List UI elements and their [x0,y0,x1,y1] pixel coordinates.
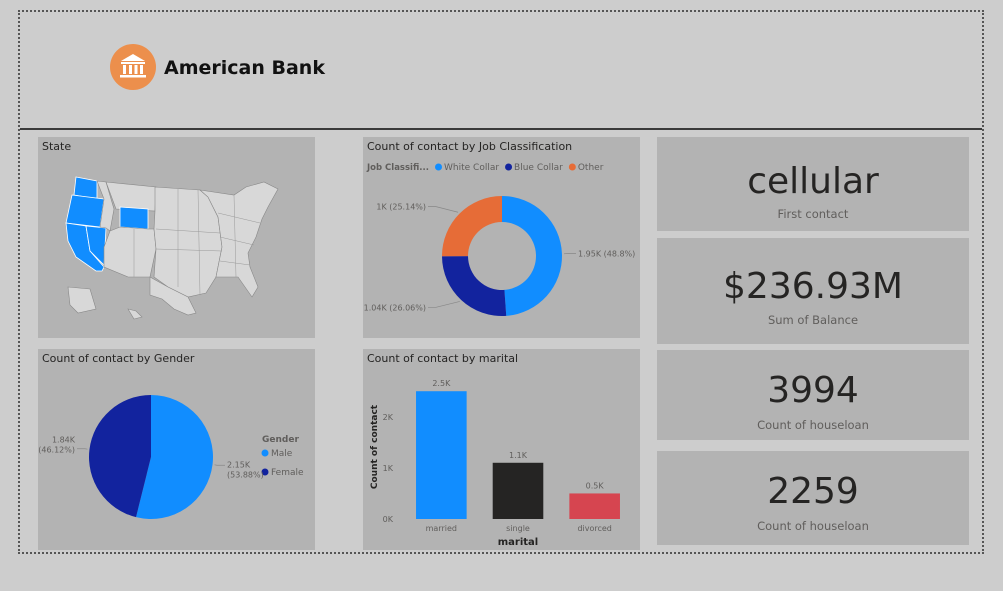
bar-married[interactable] [416,391,467,519]
bar-data-label: 0.5K [586,481,605,490]
pie-data-label: (53.88%) [227,470,264,479]
kpi-card-houseloan-2[interactable]: 2259 Count of houseloan [657,451,969,545]
us-map[interactable] [38,137,315,338]
map-state-hawaii [127,308,143,320]
pie-data-label: 2.15K [227,460,251,469]
y-tick-label: 1K [383,464,394,473]
bar-data-label: 1.1K [509,451,528,460]
y-tick-label: 2K [383,413,394,422]
pie-legend-title: Gender [262,435,299,445]
x-tick-label: married [426,524,457,533]
bank-icon [110,44,156,90]
legend-item-female[interactable]: Female [271,468,304,478]
kpi-value: 3994 [767,370,859,411]
kpi-value: 2259 [767,471,859,512]
bar-chart[interactable]: Count of contact marital 0K 1K 2K 2.5K marr… [363,349,640,550]
header-divider [20,128,982,130]
legend-item-other[interactable]: Other [578,163,604,173]
map-state-alaska [67,286,97,314]
kpi-label: Sum of Balance [767,313,859,327]
map-panel[interactable]: State [38,137,315,338]
map-state-wyoming [119,206,149,230]
legend-marker [435,163,442,171]
legend-item-white-collar[interactable]: White Collar [444,163,499,173]
kpi-label: Count of houseloan [757,519,869,533]
legend-marker [261,468,269,476]
pie-chart-title: Count of contact by Gender [42,352,195,365]
pie-data-label: 1.84K [52,436,76,445]
donut-slice-white-collar[interactable] [502,196,563,316]
map-state-oregon [65,194,105,228]
pie-chart[interactable]: Gender Male Female 2.15K(53.88%) 1.84K(46.… [38,349,315,550]
bar-single[interactable] [492,462,544,519]
kpi-label: First contact [777,207,849,221]
legend-marker [568,163,576,171]
kpi-value: cellular [747,161,879,202]
legend-marker [261,449,269,457]
bar-y-axis-label: Count of contact [370,404,380,489]
bar-divorced[interactable] [569,493,620,519]
gender-panel[interactable]: Count of contact by Gender Gender Male Fe… [38,349,315,550]
kpi-value: $236.93M [723,266,903,307]
bar-x-axis-label: marital [498,537,538,548]
donut-legend-title: Job Classifi... [366,163,429,173]
kpi-card-first-contact[interactable]: cellular First contact [657,137,969,231]
donut-leader-line [428,206,459,213]
donut-data-label: 1.04K (26.06%) [364,303,426,312]
x-tick-label: single [506,524,530,533]
marital-panel[interactable]: Count of contact by marital Count of con… [363,349,640,550]
donut-chart[interactable]: Job Classifi... White Collar Blue Collar O… [363,137,640,338]
donut-leader-line [428,301,460,308]
pie-slice-male[interactable] [136,395,214,519]
map-state-texas [149,276,197,316]
legend-item-blue-collar[interactable]: Blue Collar [514,163,563,173]
map-state-idaho [96,180,115,232]
bar-chart-title: Count of contact by marital [367,352,519,365]
legend-item-male[interactable]: Male [271,449,293,459]
page-title: American Bank [164,57,325,79]
x-tick-label: divorced [577,524,611,533]
report-frame [18,10,984,554]
pie-slice-female[interactable] [89,395,151,518]
bar-data-label: 2.5K [432,379,451,388]
map-eastern-states [199,181,279,298]
kpi-label: Count of houseloan [757,418,869,432]
donut-data-label: 1.95K (48.8%) [578,250,635,259]
y-tick-label: 0K [383,515,394,524]
legend-marker [505,163,513,171]
map-title: State [42,140,72,153]
donut-slice-blue-collar[interactable] [442,256,507,316]
map-western-states [103,226,157,278]
kpi-card-houseloan-1[interactable]: 3994 Count of houseloan [657,350,969,440]
donut-slice-other[interactable] [442,196,502,257]
job-classification-panel[interactable]: Count of contact by Job Classification J… [363,137,640,338]
kpi-card-balance[interactable]: $236.93M Sum of Balance [657,238,969,344]
pie-data-label: (46.12%) [38,446,75,455]
donut-chart-title: Count of contact by Job Classification [367,140,573,153]
donut-data-label: 1K (25.14%) [376,203,426,212]
